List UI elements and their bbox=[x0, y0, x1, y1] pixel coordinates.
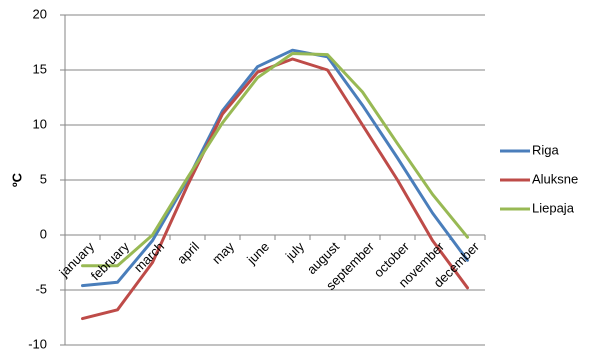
y-tick-label: -5 bbox=[35, 281, 47, 296]
series-line-liepaja bbox=[81, 52, 469, 268]
x-tick-label: may bbox=[209, 239, 237, 267]
y-tick-label: 0 bbox=[40, 226, 47, 241]
legend: Riga Aluksne Liepaja bbox=[500, 142, 578, 215]
y-axis-label: ºC bbox=[9, 172, 24, 187]
legend-label-liepaja: Liepaja bbox=[532, 200, 575, 215]
y-tick-label: 15 bbox=[33, 61, 47, 76]
series-line-riga bbox=[81, 48, 469, 288]
y-tick-label: 20 bbox=[33, 6, 47, 21]
y-axis-ticks: -10 -5 0 5 10 15 20 bbox=[28, 6, 47, 351]
x-tick-label: july bbox=[282, 239, 307, 264]
y-tick-label: -10 bbox=[28, 336, 47, 351]
legend-label-riga: Riga bbox=[532, 142, 560, 157]
y-tick-label: 5 bbox=[40, 171, 47, 186]
x-tick-label: june bbox=[243, 239, 272, 268]
legend-label-aluksne: Aluksne bbox=[532, 171, 578, 186]
y-tick-label: 10 bbox=[33, 116, 47, 131]
series-lines bbox=[81, 48, 469, 321]
x-tick-label: february bbox=[88, 239, 133, 284]
x-tick-label: april bbox=[174, 239, 202, 267]
gridlines bbox=[60, 14, 486, 346]
